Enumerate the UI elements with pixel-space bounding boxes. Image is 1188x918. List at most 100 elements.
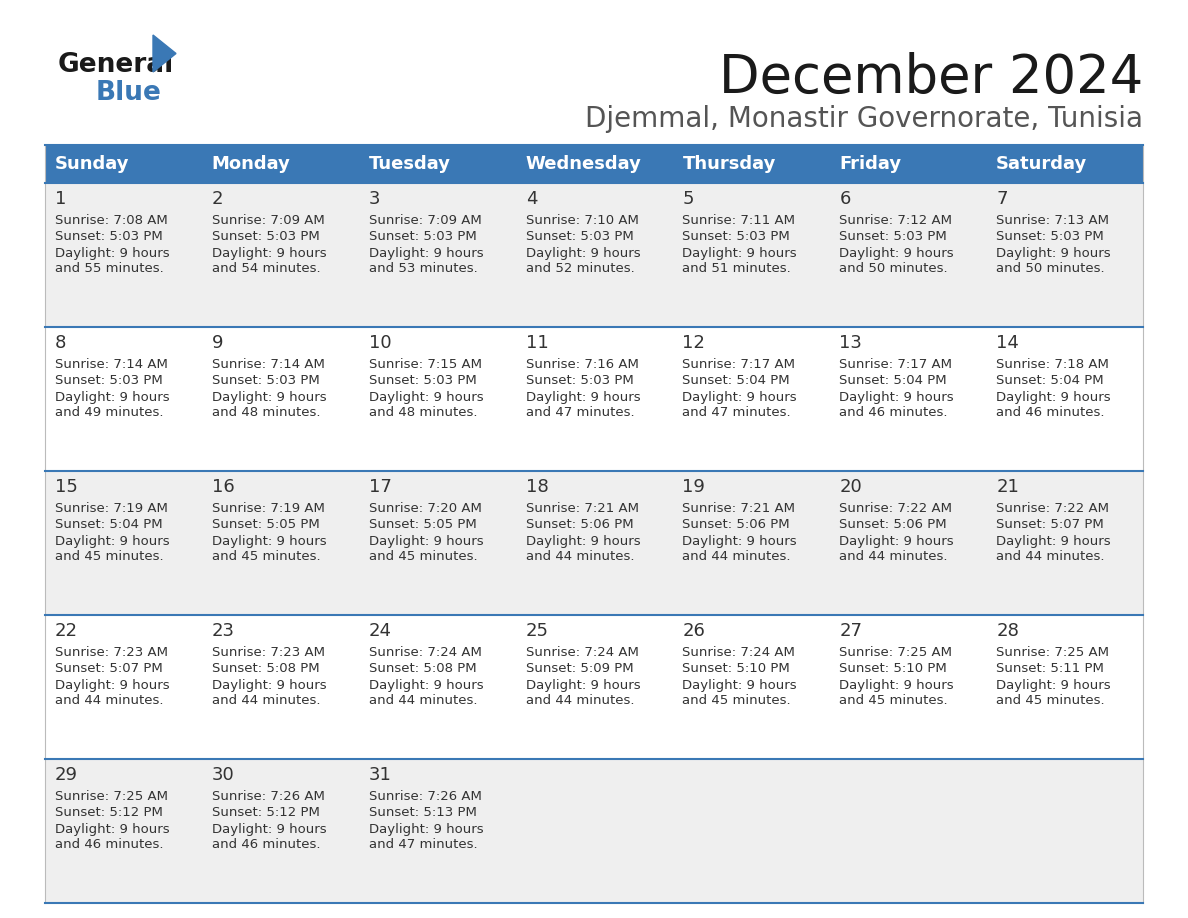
Text: and 53 minutes.: and 53 minutes.	[368, 263, 478, 275]
Bar	[672, 145, 829, 183]
Text: Sunset: 5:08 PM: Sunset: 5:08 PM	[211, 663, 320, 676]
Text: Daylight: 9 hours: Daylight: 9 hours	[55, 678, 170, 691]
Text: and 44 minutes.: and 44 minutes.	[997, 551, 1105, 564]
Text: Sunrise: 7:25 AM: Sunrise: 7:25 AM	[839, 646, 953, 659]
Text: Sunrise: 7:16 AM: Sunrise: 7:16 AM	[525, 359, 638, 372]
Text: and 49 minutes.: and 49 minutes.	[55, 407, 164, 420]
Text: Sunrise: 7:11 AM: Sunrise: 7:11 AM	[682, 215, 796, 228]
Text: 12: 12	[682, 334, 706, 352]
Text: 14: 14	[997, 334, 1019, 352]
Text: Daylight: 9 hours: Daylight: 9 hours	[368, 823, 484, 835]
Text: Saturday: Saturday	[997, 155, 1087, 173]
Text: Sunrise: 7:12 AM: Sunrise: 7:12 AM	[839, 215, 953, 228]
Text: and 47 minutes.: and 47 minutes.	[682, 407, 791, 420]
Text: and 45 minutes.: and 45 minutes.	[55, 551, 164, 564]
Bar	[45, 615, 1143, 759]
Text: Blue: Blue	[96, 80, 162, 106]
Text: Sunset: 5:03 PM: Sunset: 5:03 PM	[525, 375, 633, 387]
Bar	[45, 145, 202, 183]
Text: 2: 2	[211, 190, 223, 208]
Text: Sunrise: 7:14 AM: Sunrise: 7:14 AM	[211, 359, 324, 372]
Text: Sunrise: 7:09 AM: Sunrise: 7:09 AM	[211, 215, 324, 228]
Text: Sunset: 5:03 PM: Sunset: 5:03 PM	[368, 375, 476, 387]
Text: December 2024: December 2024	[719, 52, 1143, 104]
Text: Sunrise: 7:26 AM: Sunrise: 7:26 AM	[368, 790, 481, 803]
Text: Sunset: 5:07 PM: Sunset: 5:07 PM	[997, 519, 1104, 532]
Text: and 52 minutes.: and 52 minutes.	[525, 263, 634, 275]
Text: and 44 minutes.: and 44 minutes.	[525, 695, 634, 708]
Text: 23: 23	[211, 622, 235, 640]
Text: Sunset: 5:07 PM: Sunset: 5:07 PM	[55, 663, 163, 676]
Text: and 46 minutes.: and 46 minutes.	[55, 838, 164, 852]
Text: Daylight: 9 hours: Daylight: 9 hours	[525, 534, 640, 547]
Text: and 50 minutes.: and 50 minutes.	[839, 263, 948, 275]
Text: Sunset: 5:04 PM: Sunset: 5:04 PM	[839, 375, 947, 387]
Bar	[986, 145, 1143, 183]
Text: Daylight: 9 hours: Daylight: 9 hours	[997, 534, 1111, 547]
Polygon shape	[153, 35, 176, 72]
Text: and 45 minutes.: and 45 minutes.	[997, 695, 1105, 708]
Text: Sunrise: 7:23 AM: Sunrise: 7:23 AM	[55, 646, 168, 659]
Text: Sunset: 5:10 PM: Sunset: 5:10 PM	[839, 663, 947, 676]
Text: Sunday: Sunday	[55, 155, 129, 173]
Text: Sunrise: 7:25 AM: Sunrise: 7:25 AM	[55, 790, 168, 803]
Text: Sunset: 5:03 PM: Sunset: 5:03 PM	[211, 230, 320, 243]
Text: 22: 22	[55, 622, 78, 640]
Text: 1: 1	[55, 190, 67, 208]
Text: Sunrise: 7:26 AM: Sunrise: 7:26 AM	[211, 790, 324, 803]
Text: Daylight: 9 hours: Daylight: 9 hours	[682, 390, 797, 404]
Text: Daylight: 9 hours: Daylight: 9 hours	[211, 390, 327, 404]
Text: Daylight: 9 hours: Daylight: 9 hours	[682, 678, 797, 691]
Text: 9: 9	[211, 334, 223, 352]
Text: Daylight: 9 hours: Daylight: 9 hours	[368, 390, 484, 404]
Text: Sunrise: 7:19 AM: Sunrise: 7:19 AM	[211, 502, 324, 516]
Bar	[45, 327, 1143, 471]
Text: and 44 minutes.: and 44 minutes.	[525, 551, 634, 564]
Text: Daylight: 9 hours: Daylight: 9 hours	[368, 678, 484, 691]
Text: Sunset: 5:03 PM: Sunset: 5:03 PM	[525, 230, 633, 243]
Text: and 44 minutes.: and 44 minutes.	[368, 695, 478, 708]
Text: and 47 minutes.: and 47 minutes.	[525, 407, 634, 420]
Text: 28: 28	[997, 622, 1019, 640]
Text: and 44 minutes.: and 44 minutes.	[839, 551, 948, 564]
Text: 6: 6	[839, 190, 851, 208]
Text: Friday: Friday	[839, 155, 902, 173]
Text: and 45 minutes.: and 45 minutes.	[839, 695, 948, 708]
Text: Daylight: 9 hours: Daylight: 9 hours	[997, 247, 1111, 260]
Text: 11: 11	[525, 334, 549, 352]
Text: Daylight: 9 hours: Daylight: 9 hours	[211, 247, 327, 260]
Text: Daylight: 9 hours: Daylight: 9 hours	[368, 247, 484, 260]
Bar	[516, 145, 672, 183]
Text: and 45 minutes.: and 45 minutes.	[368, 551, 478, 564]
Text: 4: 4	[525, 190, 537, 208]
Text: 29: 29	[55, 766, 78, 784]
Text: Sunrise: 7:13 AM: Sunrise: 7:13 AM	[997, 215, 1110, 228]
Text: 20: 20	[839, 478, 862, 496]
Text: Sunset: 5:10 PM: Sunset: 5:10 PM	[682, 663, 790, 676]
Text: and 48 minutes.: and 48 minutes.	[368, 407, 478, 420]
Text: Sunrise: 7:18 AM: Sunrise: 7:18 AM	[997, 359, 1110, 372]
Text: Sunset: 5:03 PM: Sunset: 5:03 PM	[55, 375, 163, 387]
Text: 15: 15	[55, 478, 78, 496]
Text: Sunset: 5:08 PM: Sunset: 5:08 PM	[368, 663, 476, 676]
Text: Sunset: 5:03 PM: Sunset: 5:03 PM	[839, 230, 947, 243]
Bar	[202, 145, 359, 183]
Text: Daylight: 9 hours: Daylight: 9 hours	[211, 678, 327, 691]
Text: 21: 21	[997, 478, 1019, 496]
Text: Sunrise: 7:14 AM: Sunrise: 7:14 AM	[55, 359, 168, 372]
Text: Daylight: 9 hours: Daylight: 9 hours	[525, 247, 640, 260]
Text: Thursday: Thursday	[682, 155, 776, 173]
Text: and 44 minutes.: and 44 minutes.	[55, 695, 164, 708]
Text: Sunset: 5:12 PM: Sunset: 5:12 PM	[55, 807, 163, 820]
Text: 3: 3	[368, 190, 380, 208]
Text: 8: 8	[55, 334, 67, 352]
Text: Sunset: 5:03 PM: Sunset: 5:03 PM	[997, 230, 1104, 243]
Text: Daylight: 9 hours: Daylight: 9 hours	[997, 678, 1111, 691]
Text: 19: 19	[682, 478, 706, 496]
Text: Sunrise: 7:24 AM: Sunrise: 7:24 AM	[525, 646, 638, 659]
Text: and 47 minutes.: and 47 minutes.	[368, 838, 478, 852]
Text: and 50 minutes.: and 50 minutes.	[997, 263, 1105, 275]
Text: 7: 7	[997, 190, 1007, 208]
Text: Daylight: 9 hours: Daylight: 9 hours	[525, 390, 640, 404]
Text: Daylight: 9 hours: Daylight: 9 hours	[211, 534, 327, 547]
